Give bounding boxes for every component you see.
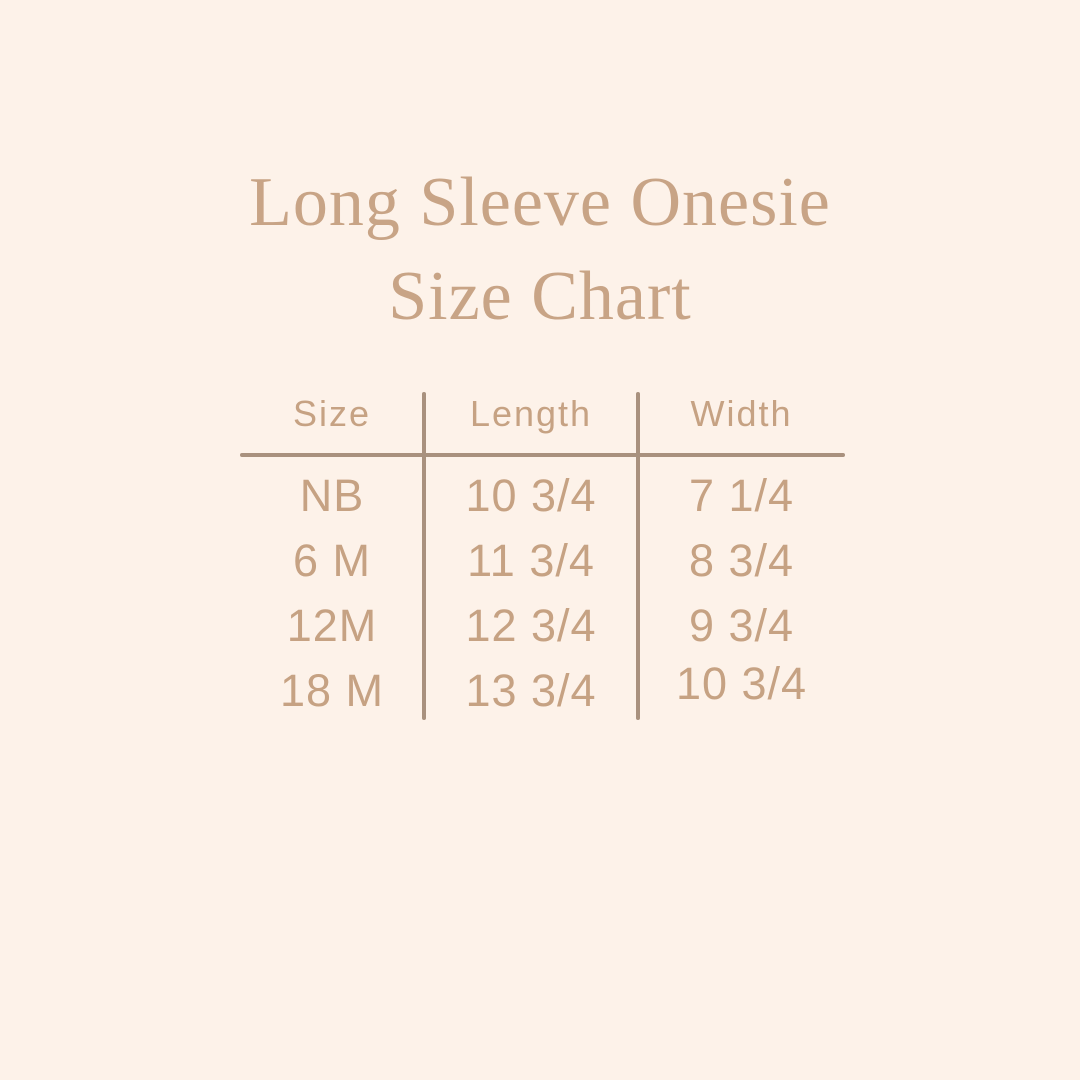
table-cell-width-18m: 10 3/4 [675, 657, 808, 709]
table-cell-size-12m: 12M [286, 599, 378, 651]
table-cell-width-nb: 7 1/4 [688, 469, 795, 521]
table-cell-length-12m: 12 3/4 [465, 599, 597, 651]
column-header-length: Length [469, 393, 593, 434]
header-divider-line [240, 453, 845, 457]
size-chart-table: Size Length Width NB 10 3/4 7 1/4 6 M 11… [240, 385, 845, 720]
title-line-1: Long Sleeve Onesie [249, 164, 831, 241]
table-cell-size-18m: 18 M [279, 664, 385, 716]
table-cell-width-6m: 8 3/4 [688, 534, 795, 586]
column-divider-left [422, 392, 426, 720]
page-title: Long Sleeve Onesie Size Chart [0, 156, 1080, 344]
table-cell-length-6m: 11 3/4 [467, 534, 595, 586]
column-header-size: Size [292, 393, 372, 434]
column-header-width: Width [690, 393, 793, 434]
table-cell-width-12m: 9 3/4 [688, 599, 795, 651]
table-cell-length-18m: 13 3/4 [465, 664, 597, 716]
table-cell-length-nb: 10 3/4 [465, 469, 597, 521]
table-cell-size-nb: NB [299, 469, 365, 521]
column-divider-right [636, 392, 640, 720]
title-line-2: Size Chart [388, 258, 692, 335]
table-cell-size-6m: 6 M [292, 534, 371, 586]
